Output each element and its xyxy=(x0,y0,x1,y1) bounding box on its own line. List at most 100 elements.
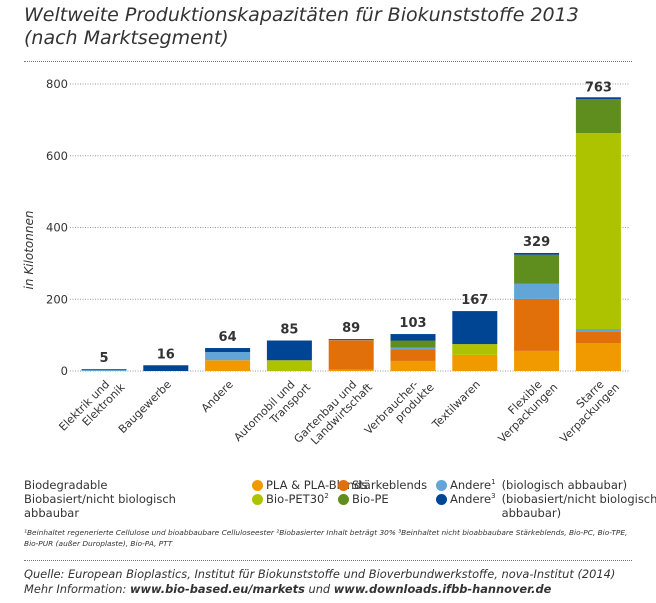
legend-label: Bio-PET302 xyxy=(266,492,329,506)
bar-segment xyxy=(266,360,312,371)
link-ifbb[interactable]: www.downloads.ifbb-hannover.de xyxy=(333,582,552,596)
y-tick-label: 600 xyxy=(46,149,68,163)
bar-stack xyxy=(143,365,189,371)
legend-label: Bio-PE xyxy=(352,492,389,506)
bar-segment xyxy=(390,347,436,350)
footnote-line1: ¹Beinhaltet regenerierte Cellulose und b… xyxy=(24,528,628,537)
total-label: 103 xyxy=(399,316,426,331)
x-tick-label: StarreVerpackungen xyxy=(548,372,622,446)
link-bio-based[interactable]: www.bio-based.eu/markets xyxy=(129,582,305,596)
total-label: 85 xyxy=(280,323,298,338)
total-label: 329 xyxy=(523,235,550,250)
legend-label: Andere1 xyxy=(450,478,496,492)
legend-swatch xyxy=(436,480,447,491)
total-labels: 5 16 64 85 89 103 167 329 763 xyxy=(99,80,611,366)
bar-segment xyxy=(390,334,436,341)
bar-segment xyxy=(205,348,251,352)
y-axis-label: in Kilotonnen xyxy=(22,211,36,290)
stacked-bar-chart: 0 200 400 600 800 in Kilotonnen 5 16 64 85 89 103… xyxy=(22,77,630,448)
legend-footnote-marker: 3 xyxy=(491,492,496,500)
bar-stack xyxy=(390,334,436,371)
bar-segment xyxy=(328,340,374,370)
bar-segment xyxy=(266,340,312,361)
bar-segment xyxy=(390,340,436,348)
bar-stack xyxy=(514,252,560,371)
x-tick-label: Andere xyxy=(199,378,236,415)
bar-segment xyxy=(575,331,621,344)
total-label: 763 xyxy=(585,80,612,95)
total-label: 5 xyxy=(99,351,108,366)
bottom-divider xyxy=(24,560,632,561)
bar-segment xyxy=(328,339,374,340)
legend-label-suffix: (biobasiert/nicht biologisch abbaubar) xyxy=(501,492,656,520)
bar-segment xyxy=(452,344,498,355)
bars xyxy=(81,97,621,371)
bar-stack xyxy=(452,311,498,371)
bar-segment xyxy=(575,133,621,330)
y-tick-label: 0 xyxy=(61,364,68,378)
legend-footnote-marker: 1 xyxy=(491,478,496,486)
bar-segment xyxy=(452,354,498,371)
x-tick-label: Baugewerbe xyxy=(116,378,174,436)
more-info-joiner: und xyxy=(304,582,334,596)
chart-title: Weltweite Produktionskapazitäten für Bio… xyxy=(24,4,579,50)
more-info-prefix: Mehr Information: xyxy=(24,582,130,596)
bar-segment xyxy=(205,360,251,371)
total-label: 16 xyxy=(157,347,175,362)
bar-segment xyxy=(81,369,127,371)
x-tick-label-line: Textilwaren xyxy=(429,378,483,432)
x-tick-label: Verbraucher-produkte xyxy=(362,371,437,446)
legend-swatch xyxy=(338,494,349,505)
legend-item: Bio-PET302 xyxy=(252,492,329,506)
top-divider xyxy=(24,61,632,62)
legend-label-suffix: (biologisch abbaubar) xyxy=(501,478,628,492)
legend-swatch xyxy=(436,494,447,505)
bar-stack xyxy=(205,348,251,371)
chart-title-line2: (nach Marktsegment) xyxy=(24,27,229,49)
bar-segment xyxy=(514,252,560,255)
y-tick-label: 800 xyxy=(46,77,68,91)
legend-label: Stärkeblends xyxy=(352,478,428,492)
legend-footnote-marker: 2 xyxy=(324,492,329,500)
bar-segment xyxy=(452,311,498,345)
bar-segment xyxy=(575,343,621,371)
bar-stack xyxy=(266,340,312,371)
more-info-line: Mehr Information: www.bio-based.eu/marke… xyxy=(24,582,644,597)
legend-label: Andere3 xyxy=(450,492,496,506)
bar-segment xyxy=(514,283,560,299)
bar-segment xyxy=(205,351,251,361)
bar-segment xyxy=(81,369,127,371)
y-tick-label: 400 xyxy=(46,221,68,235)
bar-segment xyxy=(328,369,374,371)
legend-swatch xyxy=(252,494,263,505)
total-label: 89 xyxy=(342,321,360,336)
total-label: 167 xyxy=(461,293,488,308)
legend-swatch xyxy=(338,480,349,491)
bar-segment xyxy=(575,329,621,332)
bar-segment xyxy=(575,99,621,134)
bar-stack xyxy=(81,369,127,371)
bar-segment xyxy=(575,97,621,100)
bar-segment xyxy=(390,349,436,361)
chart-title-line1: Weltweite Produktionskapazitäten für Bio… xyxy=(24,4,579,26)
bar-stack xyxy=(328,339,374,371)
source: Quelle: European Bioplastics, Institut f… xyxy=(24,567,644,597)
y-axis-ticks: 0 200 400 600 800 xyxy=(46,77,68,378)
x-tick-label: FlexibleVerpackungen xyxy=(486,372,560,446)
legend-group-biodegradable: Biodegradable xyxy=(24,478,108,492)
bar-segment xyxy=(514,350,560,371)
bar-segment xyxy=(390,360,436,371)
x-tick-label-line: Baugewerbe xyxy=(116,378,174,436)
legend-group-biobased: Biobasiert/nicht biologisch abbaubar xyxy=(24,492,176,520)
x-tick-label: Textilwaren xyxy=(429,378,483,432)
y-tick-label: 200 xyxy=(46,292,68,306)
bar-segment xyxy=(143,365,189,371)
bar-segment xyxy=(514,254,560,284)
x-tick-label-line: Andere xyxy=(199,378,236,415)
bar-segment xyxy=(514,298,560,351)
footnote-line2: Bio-PUR (außer Duroplaste), Bio-PA, PTT xyxy=(24,539,173,548)
legend-item: Andere1 (biologisch abbaubar) xyxy=(436,478,656,492)
footnotes: ¹Beinhaltet regenerierte Cellulose und b… xyxy=(24,527,634,549)
total-label: 64 xyxy=(219,330,237,345)
